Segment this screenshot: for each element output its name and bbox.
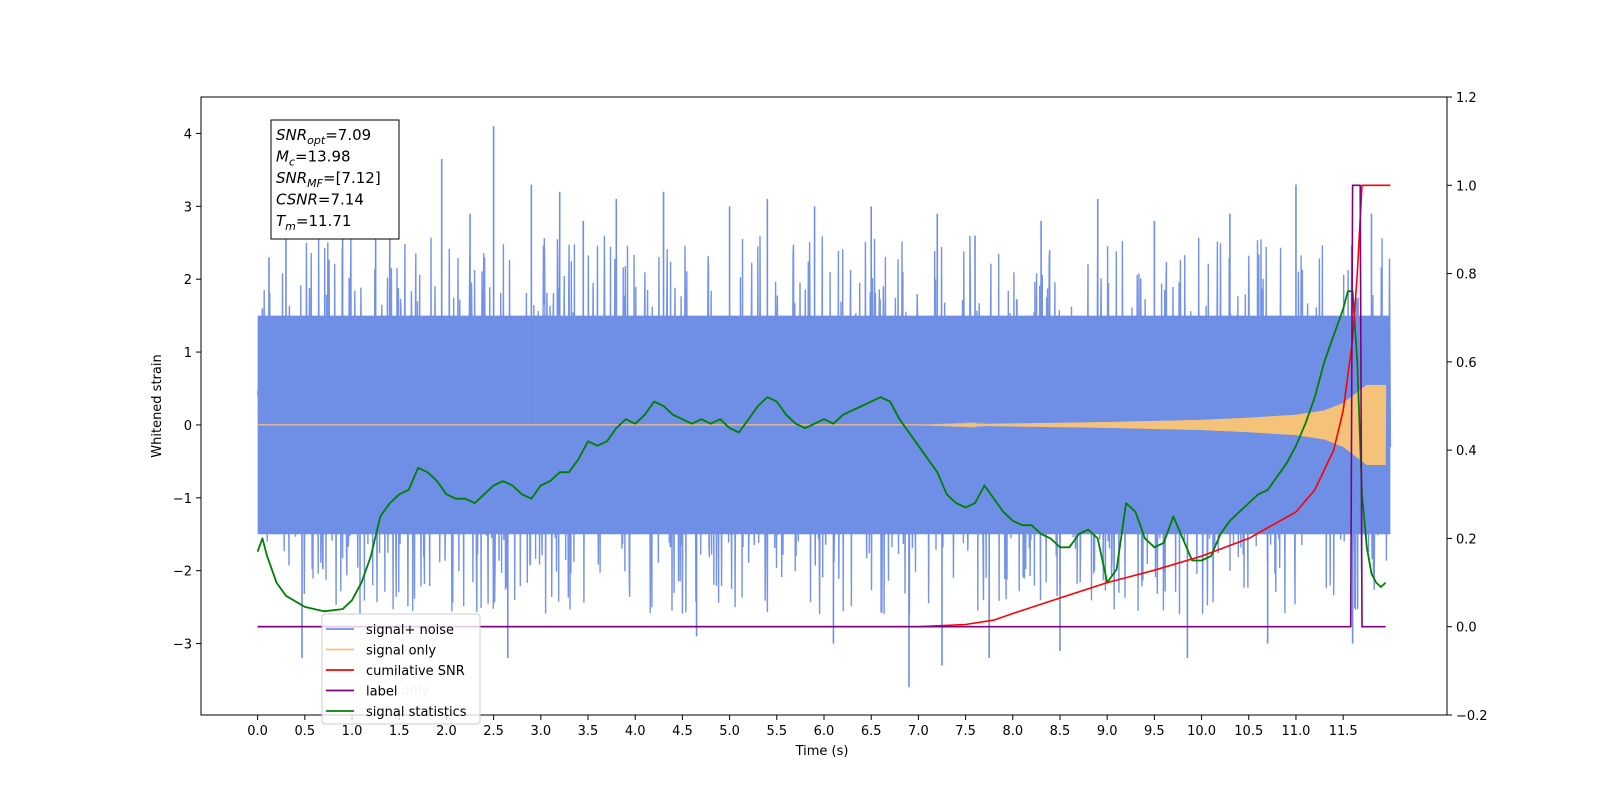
x-tick-label: 6.5 [861, 724, 882, 739]
plot-area [256, 126, 1392, 688]
y-tick-label: 3 [184, 200, 192, 215]
annotation-line: SNRopt=7.09 [276, 126, 371, 147]
x-tick-label: 7.0 [908, 724, 929, 739]
legend-frame [321, 613, 481, 725]
annotation-frame [270, 119, 400, 240]
annotation-value: =13.98 [295, 148, 351, 166]
series-label-line [257, 184, 1386, 628]
annotation-symbol: T [276, 212, 287, 230]
annotation-symbol: M [276, 148, 289, 166]
y-axis: −3 −2 −1 0 1 2 3 4 [173, 127, 201, 653]
legend: label onlysignal statisticssignal+ noise… [321, 613, 481, 725]
x-tick-label: 10.5 [1234, 724, 1263, 739]
x-tick-label: 9.0 [1097, 724, 1118, 739]
x-tick-label: 10.0 [1187, 724, 1216, 739]
x-tick-label: 8.5 [1050, 724, 1071, 739]
y2-tick-label: 0.0 [1456, 621, 1477, 636]
x-tick-label: 4.0 [625, 724, 646, 739]
x-tick-label: 9.5 [1144, 724, 1165, 739]
x-tick-label: 4.5 [672, 724, 693, 739]
series-cumilative-snr-line [257, 184, 1391, 628]
x-tick-label: 11.0 [1281, 724, 1310, 739]
legend-entry-label: signal only [366, 644, 436, 659]
y2-tick-label: 1.2 [1456, 91, 1477, 106]
y-tick-label: −2 [173, 565, 192, 580]
annotation-line: SNRMF=[7.12] [276, 169, 381, 190]
annotation-symbol: CSNR [276, 191, 318, 209]
x-axis: 0.0 0.5 1.0 1.5 2.0 2.5 3.0 3.5 4.0 4.5 5.0 5.5 6.0 6… [247, 715, 1358, 739]
x-tick-label: 2.0 [436, 724, 457, 739]
annotation-line: Tm=11.71 [276, 212, 351, 233]
x-tick-label: 5.0 [719, 724, 740, 739]
x-tick-label: 5.5 [766, 724, 787, 739]
annotation-symbol: SNR [276, 169, 307, 187]
y-tick-label: 2 [184, 273, 192, 288]
y2-tick-label: 0.6 [1456, 356, 1477, 371]
annotation-value: =11.71 [296, 212, 352, 230]
x-tick-label: 1.5 [389, 724, 410, 739]
y-tick-label: 1 [184, 346, 192, 361]
x-tick-label: 0.5 [294, 724, 315, 739]
y2-tick-label: 0.2 [1456, 532, 1477, 547]
annotation-line: CSNR=7.14 [276, 191, 364, 209]
y-tick-label: 4 [184, 127, 192, 142]
annotation-symbol: SNR [276, 126, 307, 144]
x-axis-label: Time (s) [795, 744, 849, 759]
y2-tick-label: −0.2 [1456, 709, 1488, 724]
legend-entry-label: signal statistics [366, 705, 467, 720]
y-axis-label: Whitened strain [150, 354, 165, 457]
x-tick-label: 6.0 [814, 724, 835, 739]
annotation-line: Mc=13.98 [276, 148, 351, 169]
y-tick-label: −3 [173, 638, 192, 653]
x-tick-label: 11.5 [1329, 724, 1358, 739]
annotation-subscript: MF [307, 177, 323, 190]
annotation-value: =7.14 [318, 191, 364, 209]
x-tick-label: 3.5 [578, 724, 599, 739]
annotation-value: =[7.12] [323, 169, 381, 187]
y2-tick-label: 0.4 [1456, 444, 1477, 459]
series-signal-statistics-line [256, 290, 1387, 613]
legend-entry-label: signal+ noise [366, 623, 454, 638]
legend-entry-label: cumilative SNR [366, 664, 465, 679]
annotation-subscript: m [285, 220, 296, 233]
y2-tick-label: 1.0 [1456, 179, 1477, 194]
x-tick-label: 7.5 [955, 724, 976, 739]
y-tick-label: 0 [184, 419, 192, 434]
stats-annotation-box: SNRopt=7.09Mc=13.98SNRMF=[7.12]CSNR=7.14… [270, 119, 400, 240]
x-tick-label: 0.0 [247, 724, 268, 739]
x-tick-label: 1.0 [342, 724, 363, 739]
annotation-value: =7.09 [325, 126, 371, 144]
x-tick-label: 3.0 [530, 724, 551, 739]
y2-tick-label: 0.8 [1456, 268, 1477, 283]
annotation-subscript: c [289, 156, 295, 169]
y2-axis: −0.2 0.0 0.2 0.4 0.6 0.8 1.0 1.2 [1447, 91, 1488, 724]
legend-entry-label: label [366, 685, 397, 700]
series-signal-only-line [257, 384, 1387, 466]
x-tick-label: 8.0 [1002, 724, 1023, 739]
y-tick-label: −1 [173, 492, 192, 507]
annotation-subscript: opt [307, 134, 326, 147]
x-tick-label: 2.5 [483, 724, 504, 739]
